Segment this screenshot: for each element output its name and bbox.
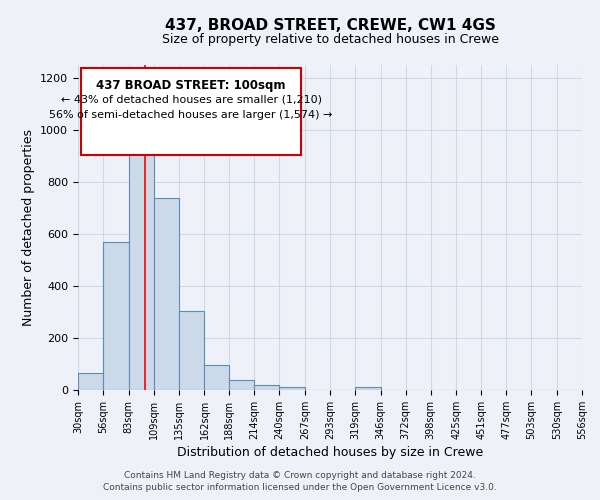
X-axis label: Distribution of detached houses by size in Crewe: Distribution of detached houses by size … xyxy=(177,446,483,459)
Bar xyxy=(81,68,301,154)
Bar xyxy=(254,385,279,390)
Bar xyxy=(154,198,179,390)
Bar xyxy=(229,380,254,390)
Bar xyxy=(129,130,154,390)
Text: 437, BROAD STREET, CREWE, CW1 4GS: 437, BROAD STREET, CREWE, CW1 4GS xyxy=(164,18,496,32)
Text: ← 43% of detached houses are smaller (1,210): ← 43% of detached houses are smaller (1,… xyxy=(61,94,322,104)
Text: Size of property relative to detached houses in Crewe: Size of property relative to detached ho… xyxy=(161,32,499,46)
Bar xyxy=(78,373,103,390)
Bar xyxy=(179,310,205,390)
Bar xyxy=(279,388,305,390)
Bar xyxy=(103,242,129,390)
Y-axis label: Number of detached properties: Number of detached properties xyxy=(22,129,35,326)
Text: Contains HM Land Registry data © Crown copyright and database right 2024.: Contains HM Land Registry data © Crown c… xyxy=(124,471,476,480)
Text: 437 BROAD STREET: 100sqm: 437 BROAD STREET: 100sqm xyxy=(97,78,286,92)
Bar xyxy=(355,388,381,390)
Text: 56% of semi-detached houses are larger (1,574) →: 56% of semi-detached houses are larger (… xyxy=(49,110,333,120)
Text: Contains public sector information licensed under the Open Government Licence v3: Contains public sector information licen… xyxy=(103,484,497,492)
Bar xyxy=(205,366,229,390)
